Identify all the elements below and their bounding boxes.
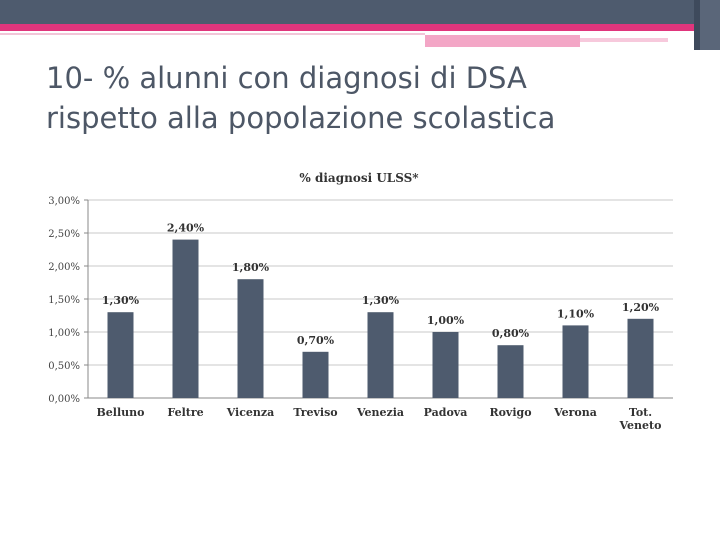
y-axis-ticks: 0,00% 0,50% 1,00% 1,50% 2,00% 2,50% 3,00% [48,196,88,405]
bar [302,351,329,398]
header-decor-line [0,33,425,35]
data-label: 1,80% [232,261,270,274]
y-tick-label: 0,50% [48,361,80,372]
category-label: Vicenza [226,406,275,419]
category-label: Tot. [629,406,652,419]
category-label: Treviso [293,406,337,419]
y-tick-label: 1,00% [48,328,80,339]
category-label: Padova [424,406,468,419]
bar-chart: % diagnosi ULSS* 0,00% 0,50% 1,00% 1,50% 2,0… [48,171,673,432]
header-band [0,0,720,24]
category-label: Veneto [619,419,662,432]
y-tick-label: 2,50% [48,229,80,240]
data-label: 2,40% [167,222,205,235]
data-label: 1,10% [557,307,595,320]
y-tick-label: 0,00% [48,394,80,405]
header-accent-line [0,24,700,31]
data-label: 1,20% [622,301,660,314]
bar [562,325,589,398]
data-labels: 1,30% 2,40% 1,80% 0,70% 1,30% 1,00% 0,80% 1,10%… [102,222,660,347]
bars [107,239,654,398]
bar [497,345,524,398]
category-label: Belluno [97,406,145,419]
header-corner-decor [700,0,720,50]
slide-title-line-2: rispetto alla popolazione scolastica [46,101,556,135]
slide-title-line-1: 10- % alunni con diagnosi di DSA [46,61,527,95]
category-label: Venezia [356,406,404,419]
data-label: 1,00% [427,314,465,327]
data-label: 0,80% [492,327,530,340]
category-label: Rovigo [489,406,531,419]
bar [237,279,264,398]
slide-title: 10- % alunni con diagnosi di DSA rispett… [46,58,706,138]
bar [627,318,654,398]
header-corner-decor [694,0,700,50]
bar [367,312,394,398]
bar [172,239,199,398]
data-label: 1,30% [102,294,140,307]
chart-title: % diagnosi ULSS* [299,171,419,185]
data-label: 0,70% [297,334,335,347]
header-decor-line [580,38,668,42]
category-labels: Belluno Feltre Vicenza Treviso Venezia Padova… [97,406,662,432]
header-decor-line [425,35,580,47]
data-label: 1,30% [362,294,400,307]
category-label: Feltre [167,406,203,419]
y-tick-label: 3,00% [48,196,80,207]
y-tick-label: 1,50% [48,295,80,306]
category-label: Verona [553,406,597,419]
bar [107,312,134,398]
y-tick-label: 2,00% [48,262,80,273]
bar [432,332,459,398]
